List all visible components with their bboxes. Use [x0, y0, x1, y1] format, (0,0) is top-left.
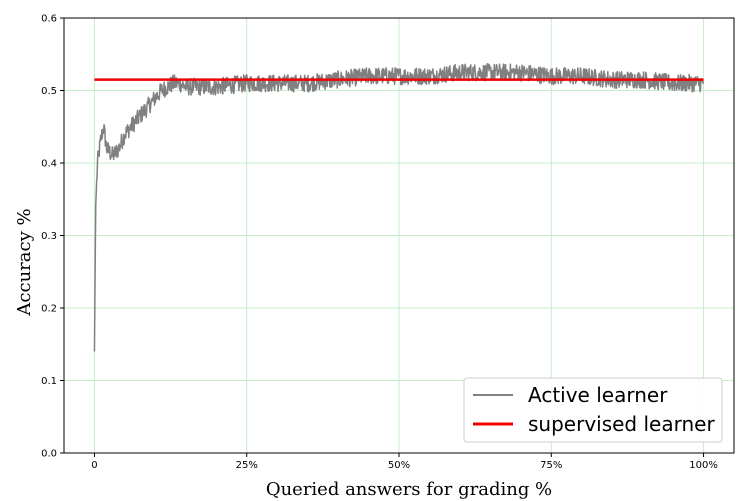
- legend: Active learner supervised learner: [463, 377, 723, 443]
- y-tick-label: 0.4: [41, 159, 57, 170]
- y-tick-label: 0.6: [41, 14, 57, 25]
- x-tick-label: 75%: [540, 460, 562, 471]
- x-tick-label: 100%: [689, 460, 718, 471]
- axis-ticks: 0 25% 50% 75% 100% 0.0 0.1 0.2 0.3 0.4 0.5 0.6: [41, 14, 718, 472]
- y-tick-label: 0.1: [41, 376, 57, 387]
- y-tick-label: 0.3: [41, 231, 57, 242]
- y-tick-label: 0.0: [41, 449, 57, 460]
- legend-label-active-learner: Active learner: [528, 383, 668, 407]
- x-tick-label: 25%: [236, 460, 258, 471]
- x-tick-label: 0: [91, 460, 97, 471]
- y-axis-title: Accuracy %: [14, 208, 35, 316]
- series-line-active-learner: [93, 63, 705, 352]
- legend-label-supervised-learner: supervised learner: [528, 412, 715, 436]
- x-tick-label: 50%: [388, 460, 410, 471]
- y-tick-label: 0.2: [41, 304, 57, 315]
- y-tick-label: 0.5: [41, 86, 57, 97]
- x-axis-title: Queried answers for grading %: [266, 479, 552, 500]
- series-layer: [93, 63, 705, 352]
- legend-box: [463, 377, 723, 443]
